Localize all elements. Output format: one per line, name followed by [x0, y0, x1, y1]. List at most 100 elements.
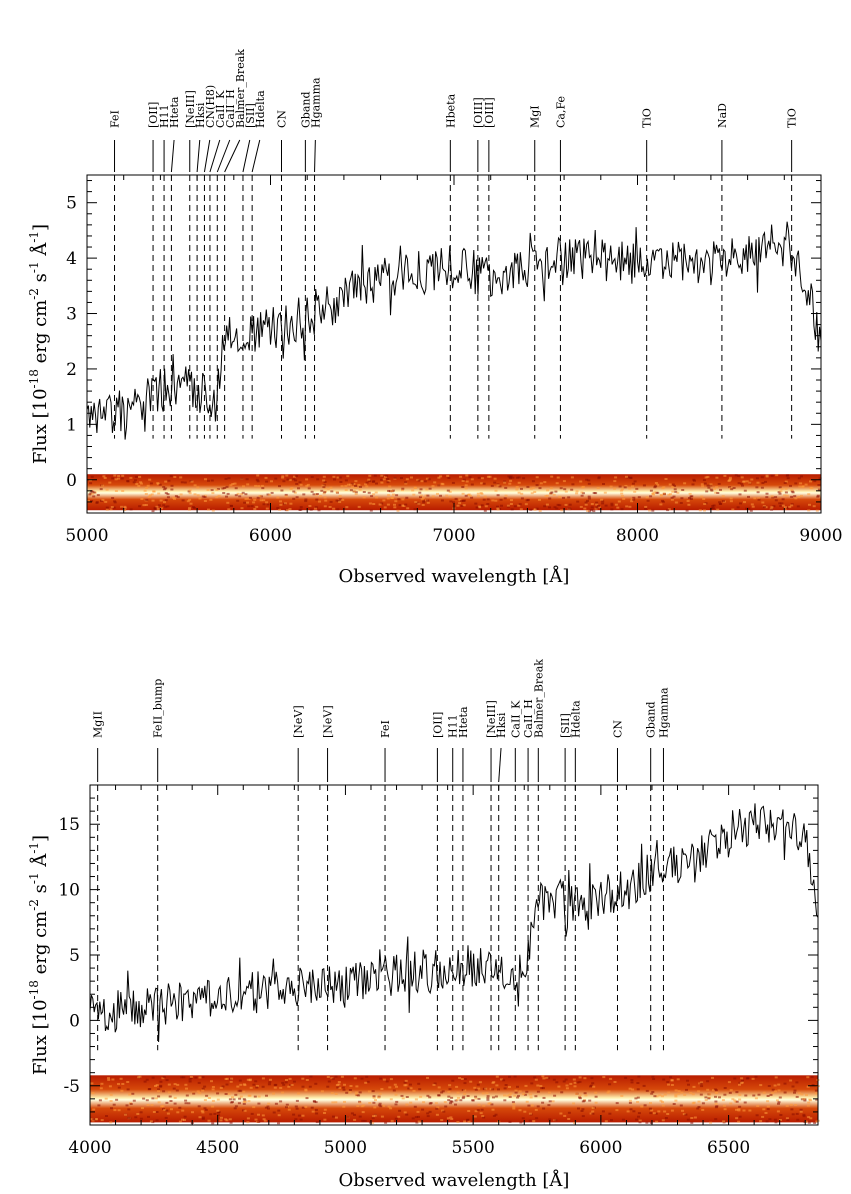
line-label: [OIII] [483, 97, 496, 128]
line-marker: Gband [299, 91, 312, 439]
line-label: MgII [92, 711, 105, 738]
x-tick-label: 6000 [249, 526, 292, 546]
line-marker: Hdelta [569, 700, 582, 1051]
line-marker: H11 [447, 714, 460, 1051]
line-marker: Hteta [168, 96, 181, 439]
spectrum-line [89, 803, 819, 1043]
line-label: Ca,Fe [554, 96, 567, 128]
line-marker: [OII] [431, 712, 444, 1051]
line-label: CaII_K [214, 90, 227, 128]
line-label: Hksi [495, 712, 508, 738]
line-marker: [SII] [242, 103, 257, 439]
line-marker: Balmer_Break [532, 659, 545, 1051]
line-label: CN(H8) [204, 85, 217, 128]
x-tick-label: 7000 [432, 526, 475, 546]
line-marker: CaII_H [522, 699, 535, 1051]
x-tick-label: 9000 [799, 526, 842, 546]
line-label: NaD [716, 103, 729, 128]
line-label: Gband [645, 701, 658, 738]
line-label: [SII] [559, 713, 572, 738]
line-label: H11 [447, 714, 460, 738]
line-label: CN [276, 110, 289, 128]
line-label: Hbeta [444, 93, 457, 128]
y-tick-label: 10 [58, 881, 80, 901]
y-tick-label: 5 [69, 946, 80, 966]
line-marker: TiO [641, 108, 654, 439]
line-marker: [NeIII] [184, 90, 197, 439]
line-marker: FeI [109, 110, 122, 439]
line-marker: CN(H8) [204, 85, 217, 439]
strip-noise [87, 474, 822, 513]
line-marker: Hteta [457, 706, 470, 1051]
line-label: Gband [299, 91, 312, 128]
x-axis-label: Observed wavelength [Å] [339, 565, 570, 587]
y-tick-label: 15 [58, 815, 80, 835]
line-marker: Gband [645, 701, 658, 1051]
line-label: H11 [158, 104, 171, 128]
line-marker: Balmer_Break [224, 49, 247, 439]
line-label: Hdelta [254, 90, 267, 128]
y-tick-label: 1 [66, 415, 77, 435]
line-label: MgI [529, 105, 542, 128]
line-label: Hgamma [657, 687, 670, 738]
line-label: TiO [786, 108, 799, 128]
line-marker: H11 [158, 104, 171, 439]
y-tick-label: 0 [66, 471, 77, 491]
line-marker: CN [276, 110, 289, 439]
line-label: [NeIII] [485, 700, 498, 738]
line-label: FeI [379, 720, 392, 738]
line-marker: [OII] [147, 102, 160, 439]
line-label: Hgamma [309, 77, 322, 128]
y-tick-label: 3 [66, 305, 77, 325]
line-label: [NeV] [292, 705, 305, 738]
line-label: [SII] [244, 103, 257, 128]
line-marker: Ca,Fe [554, 96, 567, 439]
line-label: FeI [109, 110, 122, 128]
line-label: Balmer_Break [234, 49, 247, 128]
line-label: [NeV] [322, 705, 335, 738]
y-axis: -5 0 5 10 15 [58, 784, 818, 1126]
y-tick-label: -5 [63, 1077, 80, 1097]
line-marker: CaII_H [216, 89, 237, 439]
line-label: CaII_K [509, 700, 522, 738]
x-axis: 5000 6000 7000 8000 9000 [65, 175, 843, 546]
line-label: Hteta [457, 706, 470, 738]
y-axis-label: Flux [10-18 erg cm-2 s-1 Å-1] [27, 835, 51, 1075]
line-label: [OII] [147, 102, 160, 128]
line-marker: CN [611, 720, 624, 1051]
y-tick-label: 4 [66, 249, 77, 269]
line-label: Hksi [194, 102, 207, 128]
y-axis: 0 1 2 3 4 5 [66, 180, 821, 503]
line-label: Hdelta [569, 700, 582, 738]
line-marker: Hksi [495, 712, 508, 1051]
line-marker: FeII_bump [152, 679, 165, 1051]
line-label: CaII_H [224, 89, 237, 128]
x-tick-label: 5000 [324, 1138, 367, 1158]
line-marker: [SII] [559, 713, 572, 1051]
y-tick-label: 2 [66, 360, 77, 380]
line-marker: [NeV] [322, 705, 335, 1051]
x-tick-label: 6500 [707, 1138, 750, 1158]
line-label: [NeIII] [184, 90, 197, 128]
y-tick-label: 0 [69, 1011, 80, 1031]
line-marker: Hbeta [444, 93, 457, 439]
panel-1: 5000 6000 7000 8000 9000 0 1 2 3 4 5 Observed wavel… [27, 49, 843, 587]
spectrum-line [86, 221, 822, 440]
line-label: FeII_bump [152, 679, 165, 738]
line-label: [OII] [431, 712, 444, 738]
line-label: CaII_H [522, 699, 535, 738]
line-marker: MgI [529, 105, 542, 439]
x-tick-label: 5500 [452, 1138, 495, 1158]
y-tick-label: 5 [66, 194, 77, 214]
x-tick-label: 5000 [65, 526, 108, 546]
line-marker: Hgamma [657, 687, 670, 1051]
line-marker: [OIII] [483, 97, 496, 439]
panel-2: 4000 4500 5000 5500 6000 6500 -5 0 5 10 15 Observed… [27, 659, 820, 1191]
x-tick-label: 4000 [68, 1138, 111, 1158]
line-marker: [OIII] [472, 97, 485, 439]
x-tick-label: 6000 [579, 1138, 622, 1158]
line-marker: [NeIII] [485, 700, 498, 1051]
x-tick-label: 4500 [196, 1138, 239, 1158]
line-label: Hteta [168, 96, 181, 128]
